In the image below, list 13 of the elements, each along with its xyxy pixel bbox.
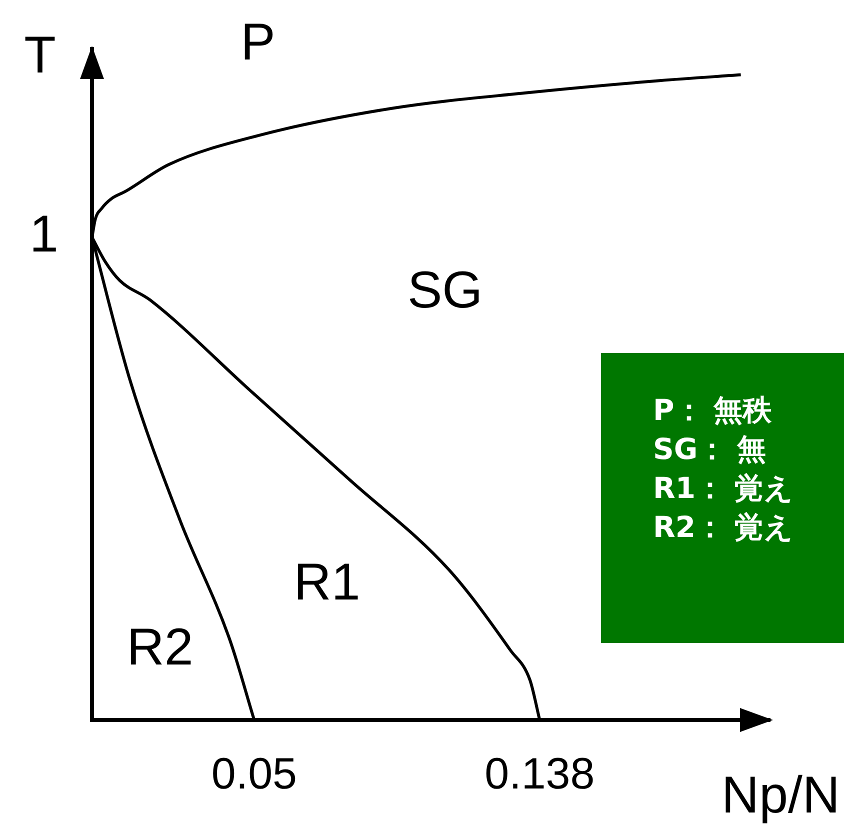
annotation: SG： 無: [653, 431, 767, 468]
annotation: P： 無秩: [653, 392, 772, 429]
x-axis-title: Np/N: [722, 766, 840, 824]
annotation: SG: [407, 261, 483, 320]
text: P: [240, 13, 276, 72]
annotation: R1： 覚え: [653, 470, 795, 507]
annotation: R2： 覚え: [653, 509, 795, 546]
annotation: R2: [126, 618, 194, 676]
text: 1: [30, 205, 58, 264]
annotation: R1: [294, 553, 360, 612]
x-tick-label: 0.05: [211, 750, 298, 799]
x-tick-label: 0.138: [484, 750, 595, 799]
y-axis-title: T: [24, 26, 56, 84]
